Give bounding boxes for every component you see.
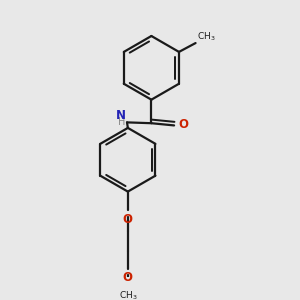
Text: O: O: [123, 213, 133, 226]
Text: N: N: [116, 109, 126, 122]
Text: CH$_3$: CH$_3$: [197, 30, 216, 43]
Text: O: O: [123, 271, 133, 284]
Text: H: H: [118, 116, 126, 127]
Text: O: O: [178, 118, 188, 131]
Text: CH$_3$: CH$_3$: [118, 290, 137, 300]
